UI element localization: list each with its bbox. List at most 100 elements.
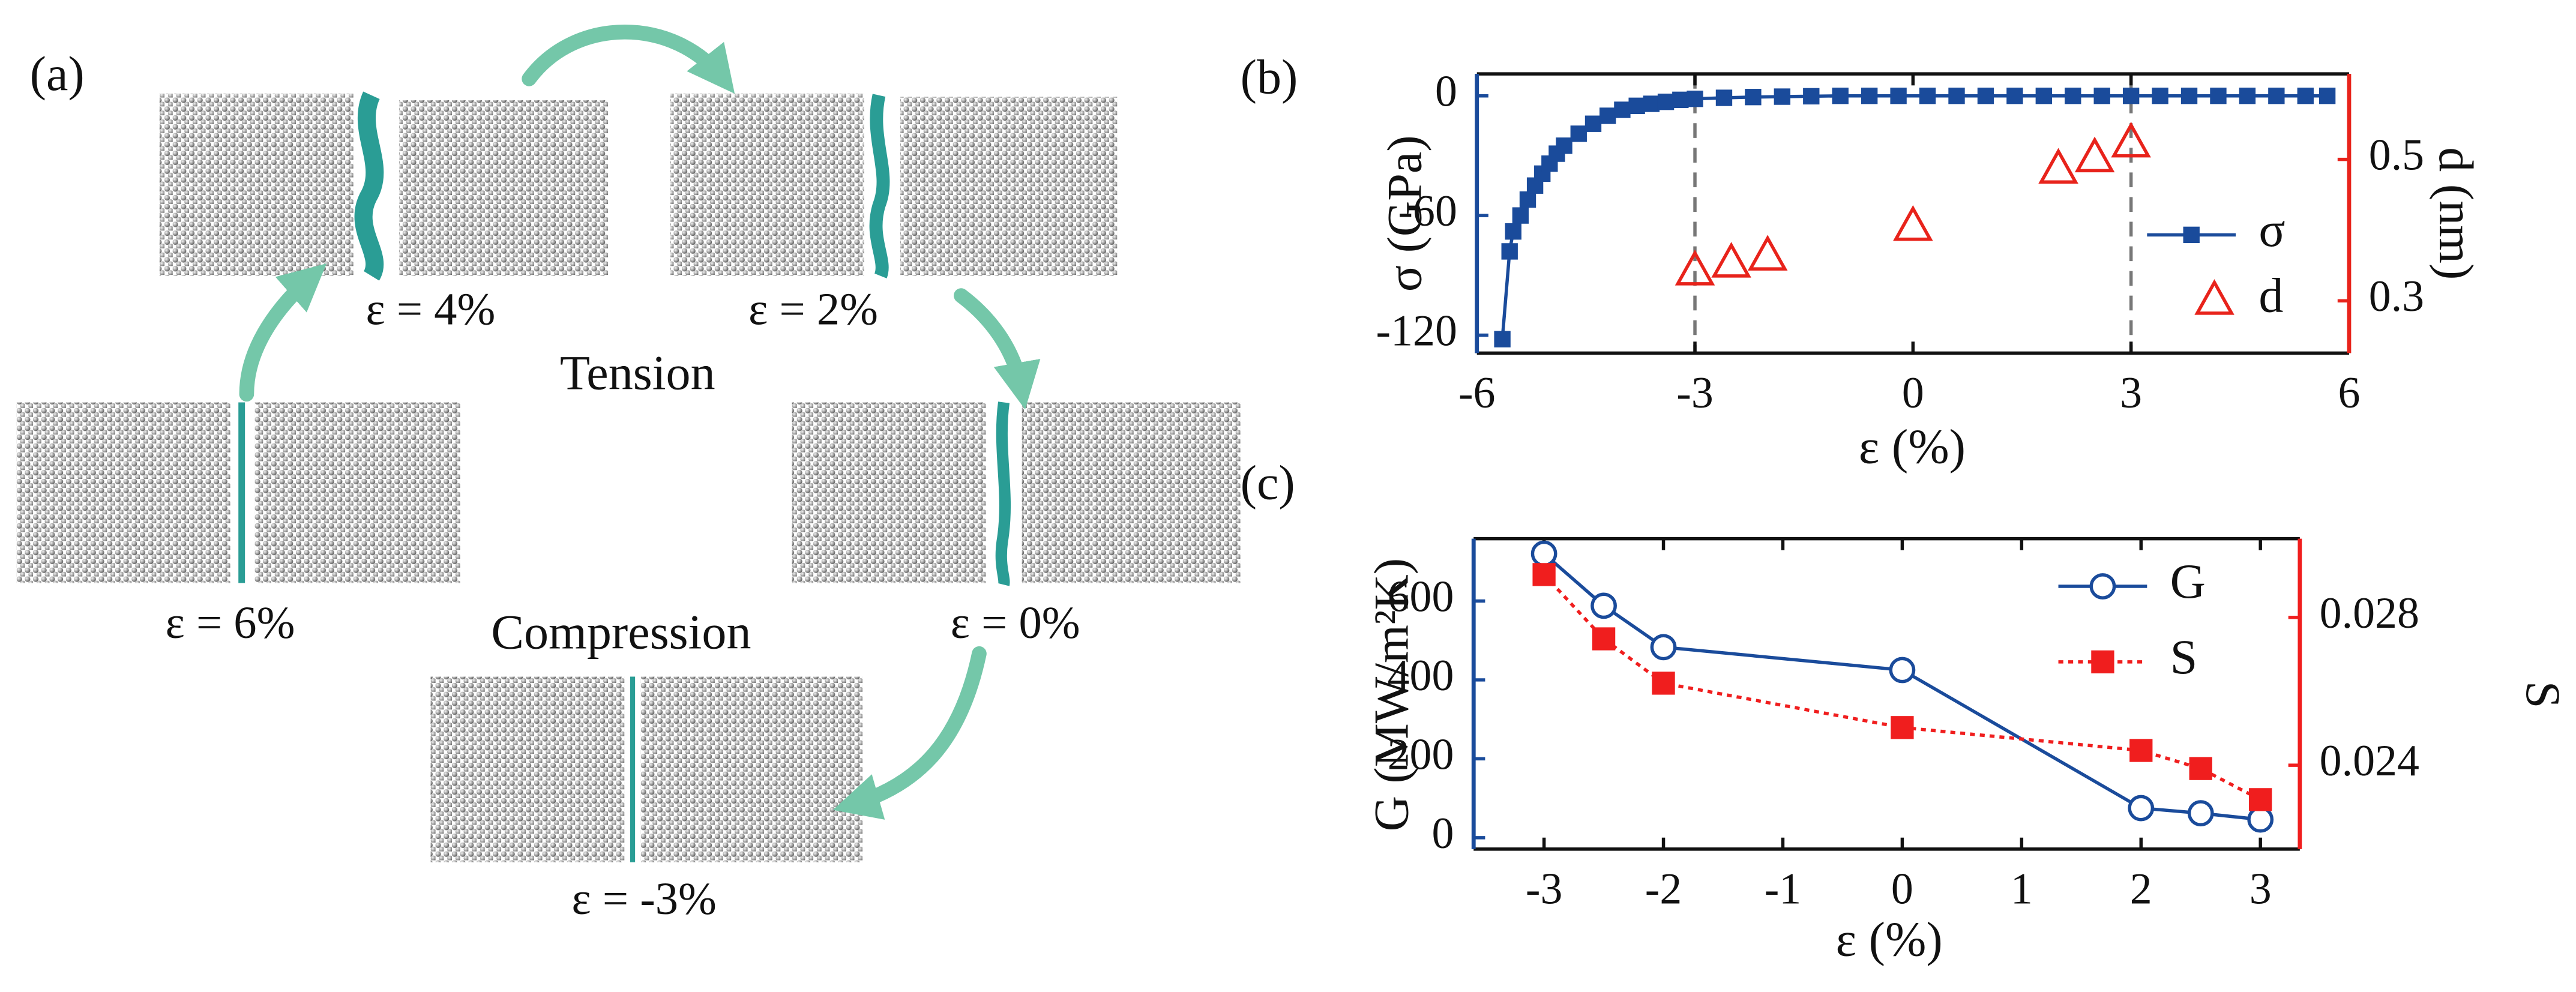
marker [1494, 331, 1511, 347]
x-tick-label: -2 [1645, 864, 1682, 913]
strain-label: ε = 2% [748, 283, 878, 334]
marker [2210, 88, 2227, 104]
marker [2089, 573, 2116, 600]
x-axis-label: ε (%) [1859, 419, 1966, 473]
marker [2065, 88, 2081, 104]
marker [2247, 806, 2274, 833]
x-tick-label: 1 [2011, 864, 2033, 913]
marker [1687, 91, 1703, 107]
marker [1889, 657, 1916, 684]
y2-tick-label: 0.024 [2320, 736, 2419, 785]
marker [1652, 672, 1675, 695]
y2-tick-label: 0.5 [2369, 130, 2424, 179]
atom-block [900, 97, 1118, 276]
marker [1512, 207, 1529, 224]
x-tick-label: 6 [2338, 368, 2360, 417]
marker [1599, 107, 1616, 124]
marker [1711, 242, 1751, 278]
x-axis-label: ε (%) [1836, 912, 1943, 966]
marker [1861, 88, 1878, 104]
marker [1584, 115, 1602, 132]
x-tick-label: 0 [1891, 864, 1913, 913]
legend-label: G [2170, 554, 2206, 609]
interface-layer [354, 91, 384, 281]
x-tick-label: 3 [2249, 864, 2272, 913]
atom-block [670, 93, 864, 276]
marker [1832, 88, 1849, 104]
marker [2297, 88, 2314, 104]
compression-label: Compression [491, 605, 751, 660]
x-tick-label: -3 [1676, 368, 1714, 417]
y2-axis-label: S [2516, 681, 2571, 709]
marker [1650, 634, 1677, 661]
atom-block [1022, 402, 1241, 583]
atom-block [159, 93, 354, 276]
snapshot-2: ε = 2% [670, 93, 1118, 334]
marker [1657, 93, 1675, 110]
marker [1919, 88, 1936, 104]
interface-layer [869, 94, 890, 278]
marker [1977, 88, 1994, 104]
interface-layer [995, 401, 1011, 586]
atom-block [16, 402, 230, 583]
x-tick-label: 3 [2120, 368, 2142, 417]
marker [1745, 89, 1762, 106]
marker [2268, 88, 2285, 104]
marker [1592, 627, 1616, 651]
marker [2249, 788, 2272, 811]
panel-label: (a) [30, 46, 85, 101]
legend-label: S [2170, 630, 2198, 684]
marker [2194, 279, 2234, 315]
atom-block [792, 402, 986, 583]
marker [1643, 95, 1660, 112]
marker [1948, 88, 1965, 104]
y-tick-label: 0 [1431, 808, 1454, 858]
series-line [1542, 573, 2262, 801]
series-line [1542, 552, 2261, 822]
marker [2122, 88, 2140, 104]
snapshot-0: ε = 0% [792, 401, 1241, 648]
marker [1532, 563, 1556, 586]
marker [1803, 88, 1820, 105]
y2-axis-label: d (nm) [2429, 147, 2484, 280]
y-tick-label: -120 [1376, 305, 1457, 355]
y-tick-label: 400 [1388, 651, 1454, 700]
chart: (b) -6 -3 0 3 6 0 -60 -120 0.3 0.5 ε (%) σ (GPa) d (n… [1241, 50, 2484, 474]
marker [1556, 137, 1572, 154]
marker [1774, 88, 1791, 105]
legend-label: σ [2259, 202, 2285, 257]
strain-label: ε = 0% [951, 597, 1080, 648]
marker [1505, 223, 1521, 240]
x-tick-label: -1 [1765, 864, 1802, 913]
cycle-arrows [239, 25, 1041, 820]
marker [1570, 125, 1587, 142]
marker [2038, 148, 2078, 184]
y2-tick-label: 0.3 [2369, 271, 2424, 320]
y2-tick-label: 0.028 [2320, 588, 2419, 637]
arrow [239, 263, 327, 402]
marker [1519, 191, 1536, 208]
strain-label: ε = 6% [166, 597, 295, 648]
atom-block [399, 100, 608, 276]
marker [1891, 716, 1914, 739]
panel-label: (c) [1241, 455, 1295, 510]
marker [1614, 101, 1631, 118]
marker [2189, 757, 2212, 780]
x-tick-label: 2 [2130, 864, 2152, 913]
marker [2129, 739, 2153, 762]
atom-block [430, 676, 625, 862]
strain-label: ε = 4% [366, 283, 496, 334]
y-tick-label: -60 [1398, 186, 1457, 235]
arrow [522, 25, 735, 94]
marker [2035, 88, 2053, 104]
marker [2091, 650, 2114, 674]
snapshot-4: ε = 4% [159, 91, 608, 334]
x-tick-label: -3 [1526, 864, 1563, 913]
y-axis-label: σ (GPa) [1377, 135, 1431, 292]
y-tick-label: 600 [1388, 571, 1454, 621]
marker [1675, 250, 1715, 286]
y-tick-label: 0 [1435, 67, 1457, 116]
chart: (c) -3 -2 -1 0 1 2 3 0 200 400 600 0.024 0.028 ε (%) G … [1241, 455, 2571, 967]
marker [2180, 88, 2198, 104]
